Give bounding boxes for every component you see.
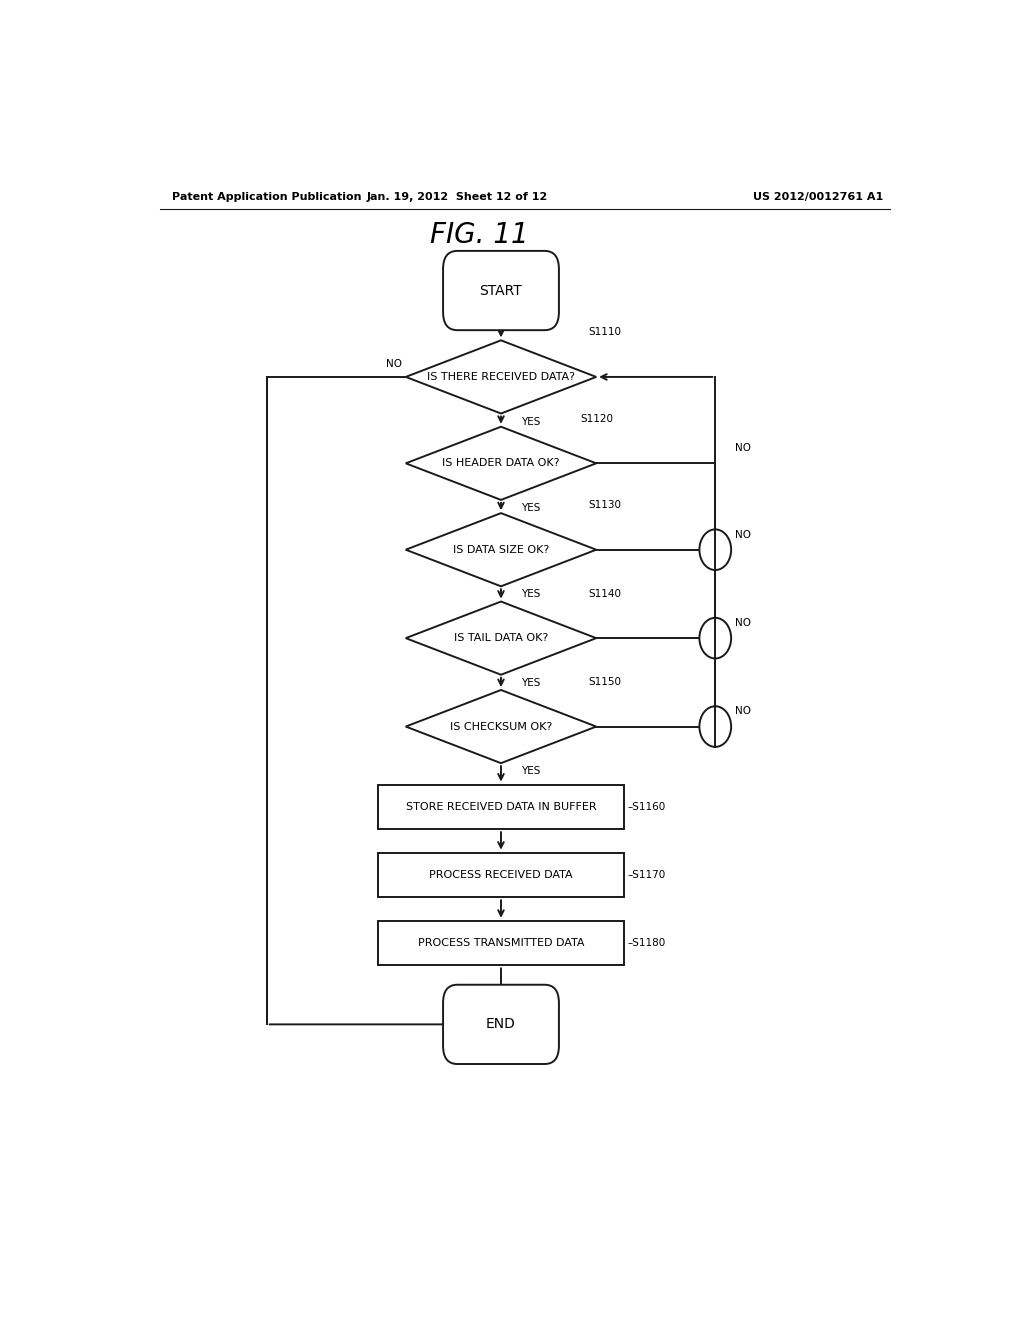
Text: NO: NO [386,359,401,368]
Text: –S1170: –S1170 [628,870,667,880]
Text: NO: NO [735,618,752,628]
Text: S1110: S1110 [588,327,622,338]
Text: YES: YES [521,503,541,513]
Text: S1120: S1120 [581,413,613,424]
Text: IS TAIL DATA OK?: IS TAIL DATA OK? [454,634,548,643]
Polygon shape [406,426,596,500]
Text: IS THERE RECEIVED DATA?: IS THERE RECEIVED DATA? [427,372,575,381]
FancyBboxPatch shape [443,985,559,1064]
Text: S1130: S1130 [588,500,622,510]
Text: IS CHECKSUM OK?: IS CHECKSUM OK? [450,722,552,731]
FancyBboxPatch shape [443,251,559,330]
Text: IS DATA SIZE OK?: IS DATA SIZE OK? [453,545,549,554]
Text: Jan. 19, 2012  Sheet 12 of 12: Jan. 19, 2012 Sheet 12 of 12 [367,191,548,202]
Text: S1140: S1140 [588,589,622,598]
Text: PROCESS RECEIVED DATA: PROCESS RECEIVED DATA [429,870,572,880]
Text: NO: NO [735,706,752,717]
Text: Patent Application Publication: Patent Application Publication [172,191,361,202]
Text: FIG. 11: FIG. 11 [430,220,528,248]
Polygon shape [406,690,596,763]
Text: NO: NO [735,529,752,540]
Text: NO: NO [735,444,752,453]
Text: –S1180: –S1180 [628,939,667,948]
Bar [378,853,624,898]
Bar [378,784,624,829]
Text: START: START [479,284,522,297]
Polygon shape [406,341,596,413]
Text: YES: YES [521,589,541,599]
Text: PROCESS TRANSMITTED DATA: PROCESS TRANSMITTED DATA [418,939,585,948]
Text: YES: YES [521,417,541,426]
Text: US 2012/0012761 A1: US 2012/0012761 A1 [754,191,884,202]
Text: –S1160: –S1160 [628,801,667,812]
Text: S1150: S1150 [588,677,622,686]
Text: IS HEADER DATA OK?: IS HEADER DATA OK? [442,458,560,469]
Polygon shape [406,513,596,586]
Text: YES: YES [521,766,541,776]
Polygon shape [406,602,596,675]
Text: END: END [486,1018,516,1031]
Text: YES: YES [521,677,541,688]
Text: STORE RECEIVED DATA IN BUFFER: STORE RECEIVED DATA IN BUFFER [406,801,596,812]
Bar [378,921,624,965]
